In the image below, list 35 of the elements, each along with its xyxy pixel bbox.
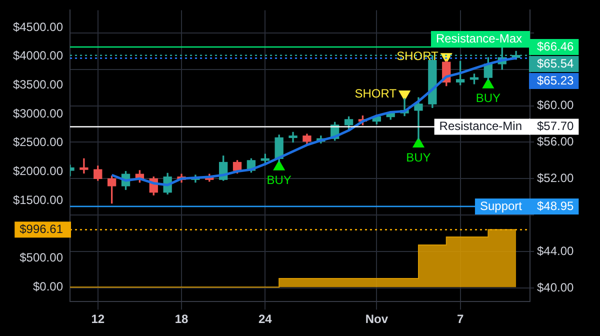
ref-line-label: Resistance-Min bbox=[439, 119, 522, 134]
text: BUY bbox=[406, 150, 431, 164]
x-tick-label: Nov bbox=[365, 312, 388, 326]
y2-tick-label: $57.70 bbox=[537, 119, 574, 134]
text: SHORT bbox=[396, 48, 438, 63]
y2-tick-label: $40.00 bbox=[537, 280, 574, 294]
y-tick-label: $4500.00 bbox=[12, 20, 64, 34]
y-tick-label: $3500.00 bbox=[12, 78, 64, 92]
y2-tick-label: $52.00 bbox=[537, 170, 574, 185]
candlestick bbox=[80, 158, 88, 174]
y-tick-label: $500.00 bbox=[20, 250, 64, 265]
x-tick-label: 12 bbox=[91, 312, 105, 326]
y-tick-label: $3000.00 bbox=[12, 106, 64, 120]
y2-tick-label: $66.46 bbox=[537, 39, 574, 54]
text: BUY bbox=[266, 173, 292, 188]
candlestick bbox=[288, 132, 298, 143]
y-tick-label: $2000.00 bbox=[12, 164, 64, 178]
ref-line-label: Support bbox=[480, 198, 523, 213]
y-tick-label: $996.61 bbox=[20, 222, 64, 236]
series-label: BUY bbox=[476, 91, 501, 106]
x-tick-label: 24 bbox=[258, 312, 272, 326]
x-tick-label: 7 bbox=[456, 312, 464, 326]
y2-tick-label: $44.00 bbox=[537, 244, 574, 258]
y-tick-label: $0.00 bbox=[32, 279, 64, 294]
ref-line-label: Resistance-Max bbox=[436, 31, 522, 46]
y2-tick-label: $60.00 bbox=[537, 98, 574, 112]
text: $65.54 bbox=[537, 56, 574, 70]
series-label: SHORT bbox=[354, 86, 398, 100]
x-tick-label: 18 bbox=[174, 312, 189, 326]
y-tick-label: $1500.00 bbox=[12, 192, 64, 207]
y2-tick-label: $48.95 bbox=[537, 198, 574, 213]
data-label: $65.23 bbox=[537, 73, 574, 88]
y-tick-label: $4000.00 bbox=[12, 48, 64, 63]
y2-tick-label: $56.00 bbox=[537, 134, 574, 149]
y-tick-label: $2500.00 bbox=[12, 135, 64, 150]
